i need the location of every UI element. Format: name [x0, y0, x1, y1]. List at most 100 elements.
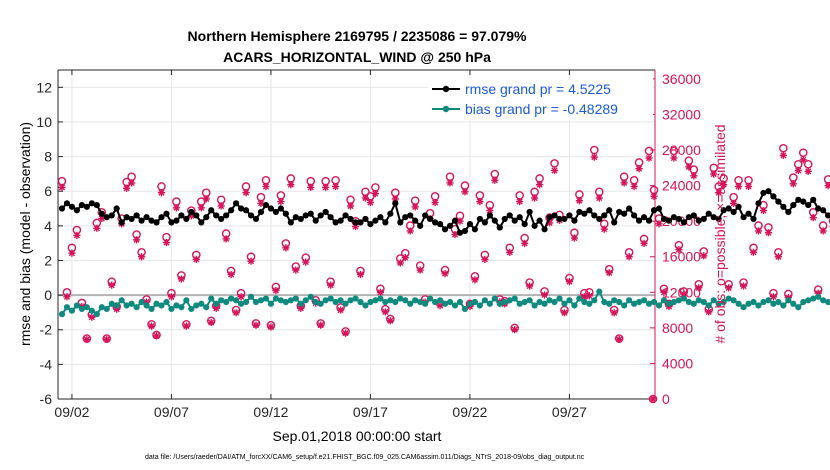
bias-point: [730, 297, 737, 304]
obs-assimilated-point: [670, 154, 678, 162]
rmse-point: [322, 208, 329, 216]
bias-point: [581, 298, 588, 306]
bias-point: [685, 298, 692, 306]
obs-assimilated-point: [277, 198, 285, 206]
bias-point: [427, 295, 434, 302]
rmse-point: [526, 208, 533, 216]
bias-point: [640, 297, 648, 304]
rmse-point: [427, 215, 434, 223]
bias-point: [233, 297, 240, 304]
bias-point: [173, 302, 180, 309]
bias-point: [203, 304, 210, 311]
rmse-point: [402, 214, 409, 221]
bias-point: [317, 300, 324, 307]
rmse-point: [770, 193, 777, 200]
rmse-point: [631, 212, 638, 219]
bias-point: [357, 298, 364, 306]
bias-point: [153, 300, 160, 307]
obs-assimilated-point: [491, 176, 499, 184]
bias-point: [705, 302, 712, 309]
obs-assimilated-point: [516, 198, 524, 206]
rmse-point: [412, 217, 419, 224]
bias-point: [745, 300, 752, 307]
series-bias: [58, 288, 830, 318]
rmse-point: [800, 198, 807, 205]
rmse-point: [611, 219, 618, 226]
rmse-point: [780, 203, 787, 210]
rmse-point: [178, 212, 185, 219]
rmse-point: [218, 215, 225, 223]
bias-point: [680, 295, 687, 302]
bias-point: [247, 293, 255, 300]
y-right-tick-label: 8000: [662, 320, 693, 336]
bias-point: [282, 298, 289, 306]
obs-assimilated-point: [645, 154, 653, 162]
bias-point: [650, 298, 658, 306]
obs-assimilated-point: [162, 238, 171, 247]
obs-assimilated-point: [172, 204, 181, 212]
obs-assimilated-point: [710, 170, 718, 178]
bias-point: [407, 300, 414, 307]
rmse-point: [765, 188, 772, 195]
bias-point: [237, 300, 245, 307]
obs-assimilated-point: [406, 227, 414, 235]
rmse-point: [451, 217, 459, 224]
rmse-point: [536, 217, 543, 224]
obs-assimilated-point: [794, 166, 802, 175]
rmse-point: [183, 215, 190, 223]
rmse-point: [591, 212, 598, 219]
obs-assimilated-point: [690, 172, 698, 180]
bias-point: [158, 302, 165, 309]
obs-assimilated-point: [575, 197, 583, 205]
y-left-tick-label: 8: [44, 149, 52, 165]
bias-point: [531, 302, 538, 309]
rmse-point: [655, 205, 663, 212]
rmse-point: [601, 212, 608, 219]
bias-point: [566, 297, 573, 304]
rmse-point: [820, 207, 827, 214]
rmse-point: [675, 215, 682, 223]
obs-assimilated-point: [526, 282, 534, 290]
rmse-point: [456, 229, 464, 236]
bias-point: [645, 300, 653, 307]
obs-assimilated-point: [247, 257, 255, 265]
rmse-point: [825, 212, 830, 219]
obs-assimilated-point: [346, 202, 355, 210]
rmse-point: [392, 200, 399, 207]
rmse-point: [506, 212, 513, 219]
obs-assimilated-point: [734, 182, 743, 191]
obs-assimilated-point: [386, 317, 394, 325]
obs-assimilated-point: [222, 235, 230, 243]
bias-point: [307, 293, 314, 300]
bias-point: [466, 300, 474, 307]
rmse-point: [237, 205, 245, 212]
obs-assimilated-point: [471, 276, 479, 284]
y-left-tick-label: -6: [40, 391, 53, 407]
obs-possible-point: [734, 175, 743, 185]
bias-point: [78, 305, 85, 313]
obs-assimilated-point: [600, 225, 608, 233]
rmse-point: [650, 207, 658, 214]
obs-possible-point: [744, 175, 753, 185]
rmse-point: [566, 212, 573, 219]
x-tick-label: 09/22: [452, 404, 487, 420]
bias-point: [521, 298, 528, 306]
rmse-point: [750, 215, 757, 223]
rmse-point: [422, 212, 429, 219]
rmse-point: [446, 222, 454, 229]
rmse-point: [193, 212, 200, 219]
rmse-point: [347, 215, 354, 223]
bias-point: [98, 304, 105, 311]
rmse-point: [471, 226, 479, 233]
bias-point: [496, 300, 503, 307]
y-left-tick-label: 10: [36, 114, 52, 130]
obs-assimilated-point: [630, 182, 638, 191]
obs-assimilated-point: [441, 270, 449, 278]
bias-point: [775, 298, 782, 306]
rmse-point: [287, 219, 294, 226]
bias-point: [616, 298, 623, 306]
rmse-point: [531, 222, 538, 229]
bias-point: [626, 297, 633, 304]
rmse-point: [337, 217, 344, 224]
bias-point: [631, 300, 638, 307]
